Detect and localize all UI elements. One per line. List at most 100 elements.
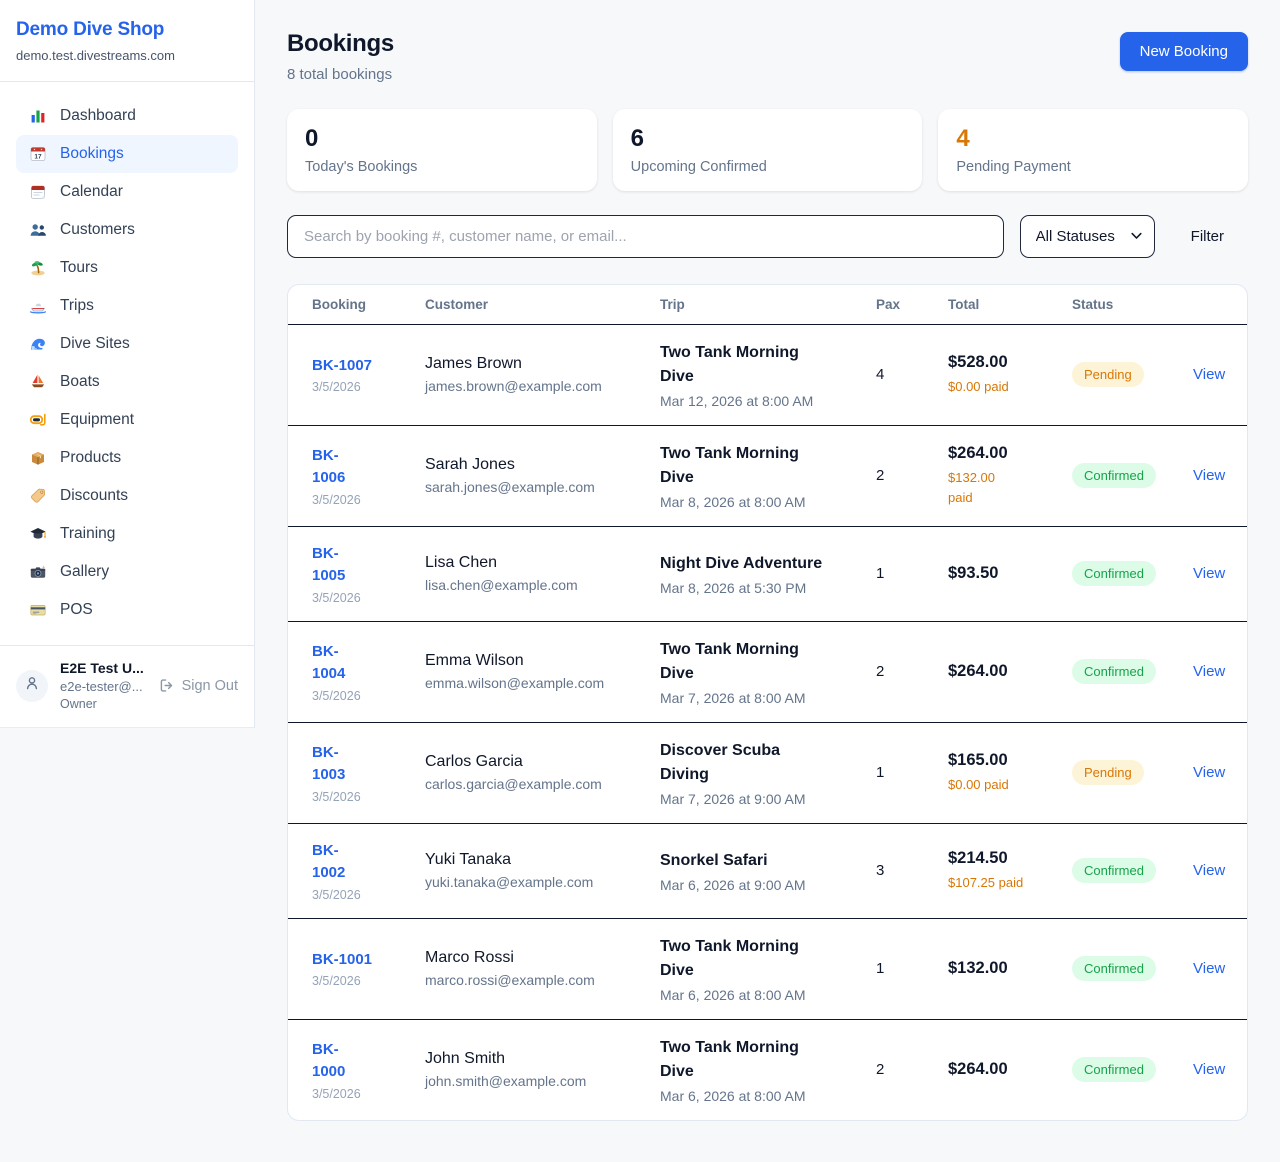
pax-count: 1: [876, 764, 885, 782]
column-header-booking: Booking: [312, 296, 366, 312]
booking-number-link[interactable]: BK- 1000: [312, 1040, 346, 1081]
customer-cell: James Brown james.brown@example.com: [425, 355, 660, 394]
total-cell: $264.00: [948, 1060, 1072, 1079]
customer-name: Carlos Garcia: [425, 753, 523, 771]
status-badge: Confirmed: [1072, 659, 1156, 685]
trip-datetime: Mar 12, 2026 at 8:00 AM: [660, 392, 814, 409]
user-section: E2E Test U... e2e-tester@... Owner Sign …: [0, 645, 254, 727]
view-link[interactable]: View: [1193, 365, 1226, 383]
sidebar-item-products[interactable]: Products: [16, 439, 238, 477]
avatar: [16, 669, 48, 702]
booking-cell: BK- 1000 3/5/2026: [312, 1039, 425, 1101]
sidebar-item-label: Dashboard: [60, 107, 136, 124]
status-cell: Confirmed: [1072, 659, 1193, 685]
speedboat-icon: [28, 297, 48, 315]
total-cell: $528.00 $0.00 paid: [948, 353, 1072, 397]
package-icon: [28, 449, 48, 467]
page-subtitle: 8 total bookings: [287, 66, 393, 83]
actions-cell: View: [1193, 763, 1226, 782]
pax-count: 1: [876, 960, 885, 978]
brand-name[interactable]: Demo Dive Shop: [16, 19, 165, 40]
user-icon: [23, 674, 41, 697]
sidebar-item-discounts[interactable]: Discounts: [16, 477, 238, 515]
booking-number-link[interactable]: BK- 1004: [312, 642, 346, 683]
booking-number-link[interactable]: BK- 1003: [312, 743, 346, 784]
trip-name: Discover Scuba Diving: [660, 741, 781, 783]
customer-cell: Emma Wilson emma.wilson@example.com: [425, 652, 660, 691]
booking-number-link[interactable]: BK- 1002: [312, 841, 346, 882]
stat-card: 4 Pending Payment: [938, 109, 1248, 191]
user-role: Owner: [60, 697, 97, 711]
sidebar-item-label: Equipment: [60, 411, 135, 428]
island-icon: [28, 259, 48, 277]
pax-count: 4: [876, 366, 885, 384]
column-header-status: Status: [1072, 296, 1114, 312]
sidebar-item-dashboard[interactable]: Dashboard: [16, 97, 238, 135]
status-cell: Confirmed: [1072, 463, 1193, 489]
sign-out-button[interactable]: Sign Out: [158, 675, 238, 696]
trip-cell: Two Tank Morning Dive Mar 12, 2026 at 8:…: [660, 341, 876, 409]
sidebar-item-dive-sites[interactable]: Dive Sites: [16, 325, 238, 363]
trip-cell: Discover Scuba Diving Mar 7, 2026 at 9:0…: [660, 739, 876, 807]
status-filter-select[interactable]: All Statuses: [1019, 214, 1155, 258]
logout-icon: [158, 677, 175, 694]
sidebar-item-boats[interactable]: Boats: [16, 363, 238, 401]
trip-cell: Two Tank Morning Dive Mar 6, 2026 at 8:0…: [660, 1036, 876, 1104]
stat-value: 6: [630, 125, 645, 152]
booking-number-link[interactable]: BK-1007: [312, 356, 373, 374]
trip-name: Two Tank Morning Dive: [660, 1038, 799, 1080]
sign-out-label: Sign Out: [181, 677, 238, 694]
paid-amount: $0.00 paid: [948, 776, 1009, 792]
view-link[interactable]: View: [1193, 861, 1226, 879]
customer-email: carlos.garcia@example.com: [425, 776, 602, 793]
booking-number-link[interactable]: BK-1001: [312, 950, 373, 968]
sidebar-item-gallery[interactable]: Gallery: [16, 553, 238, 591]
booking-number-link[interactable]: BK- 1006: [312, 446, 346, 487]
sidebar-item-training[interactable]: Training: [16, 515, 238, 553]
booking-cell: BK- 1002 3/5/2026: [312, 840, 425, 902]
sidebar-item-bookings[interactable]: 17 Bookings: [16, 135, 238, 173]
actions-cell: View: [1193, 466, 1226, 485]
total-amount: $264.00: [948, 662, 1008, 681]
view-link[interactable]: View: [1193, 564, 1226, 582]
column-header-actions: [1193, 297, 1223, 312]
trip-cell: Snorkel Safari Mar 6, 2026 at 9:00 AM: [660, 849, 876, 893]
customer-email: emma.wilson@example.com: [425, 675, 605, 692]
search-input[interactable]: [287, 214, 1004, 258]
column-header-trip: Trip: [660, 296, 685, 312]
column-header-total: Total: [948, 296, 980, 312]
booking-cell: BK-1001 3/5/2026: [312, 949, 425, 989]
view-link[interactable]: View: [1193, 763, 1226, 781]
camera-icon: [28, 563, 48, 581]
booking-date: 3/5/2026: [312, 1086, 361, 1101]
customer-name: Lisa Chen: [425, 554, 498, 572]
column-header-pax: Pax: [876, 296, 901, 312]
total-cell: $93.50: [948, 564, 1072, 583]
sidebar-item-customers[interactable]: Customers: [16, 211, 238, 249]
total-cell: $264.00: [948, 662, 1072, 681]
sidebar-item-equipment[interactable]: Equipment: [16, 401, 238, 439]
new-booking-button[interactable]: New Booking: [1119, 32, 1248, 71]
sidebar-item-calendar[interactable]: Calendar: [16, 173, 238, 211]
actions-cell: View: [1193, 662, 1226, 681]
view-link[interactable]: View: [1193, 1060, 1226, 1078]
sidebar-item-pos[interactable]: POS: [16, 591, 238, 629]
sidebar-item-trips[interactable]: Trips: [16, 287, 238, 325]
view-link[interactable]: View: [1193, 662, 1226, 680]
view-link[interactable]: View: [1193, 959, 1226, 977]
table-body: BK-1007 3/5/2026 James Brown james.brown…: [288, 325, 1247, 1120]
customer-cell: John Smith john.smith@example.com: [425, 1050, 660, 1089]
customer-email: sarah.jones@example.com: [425, 479, 595, 496]
status-badge: Pending: [1072, 760, 1144, 786]
view-link[interactable]: View: [1193, 466, 1226, 484]
filter-button[interactable]: Filter: [1181, 220, 1234, 253]
trip-datetime: Mar 6, 2026 at 8:00 AM: [660, 986, 806, 1003]
sidebar-item-tours[interactable]: Tours: [16, 249, 238, 287]
customer-name: Yuki Tanaka: [425, 851, 511, 869]
pax-count: 2: [876, 467, 885, 485]
status-cell: Confirmed: [1072, 1057, 1193, 1083]
customer-cell: Carlos Garcia carlos.garcia@example.com: [425, 753, 660, 792]
customer-name: John Smith: [425, 1050, 506, 1068]
booking-number-link[interactable]: BK- 1005: [312, 544, 346, 585]
booking-date: 3/5/2026: [312, 974, 361, 989]
